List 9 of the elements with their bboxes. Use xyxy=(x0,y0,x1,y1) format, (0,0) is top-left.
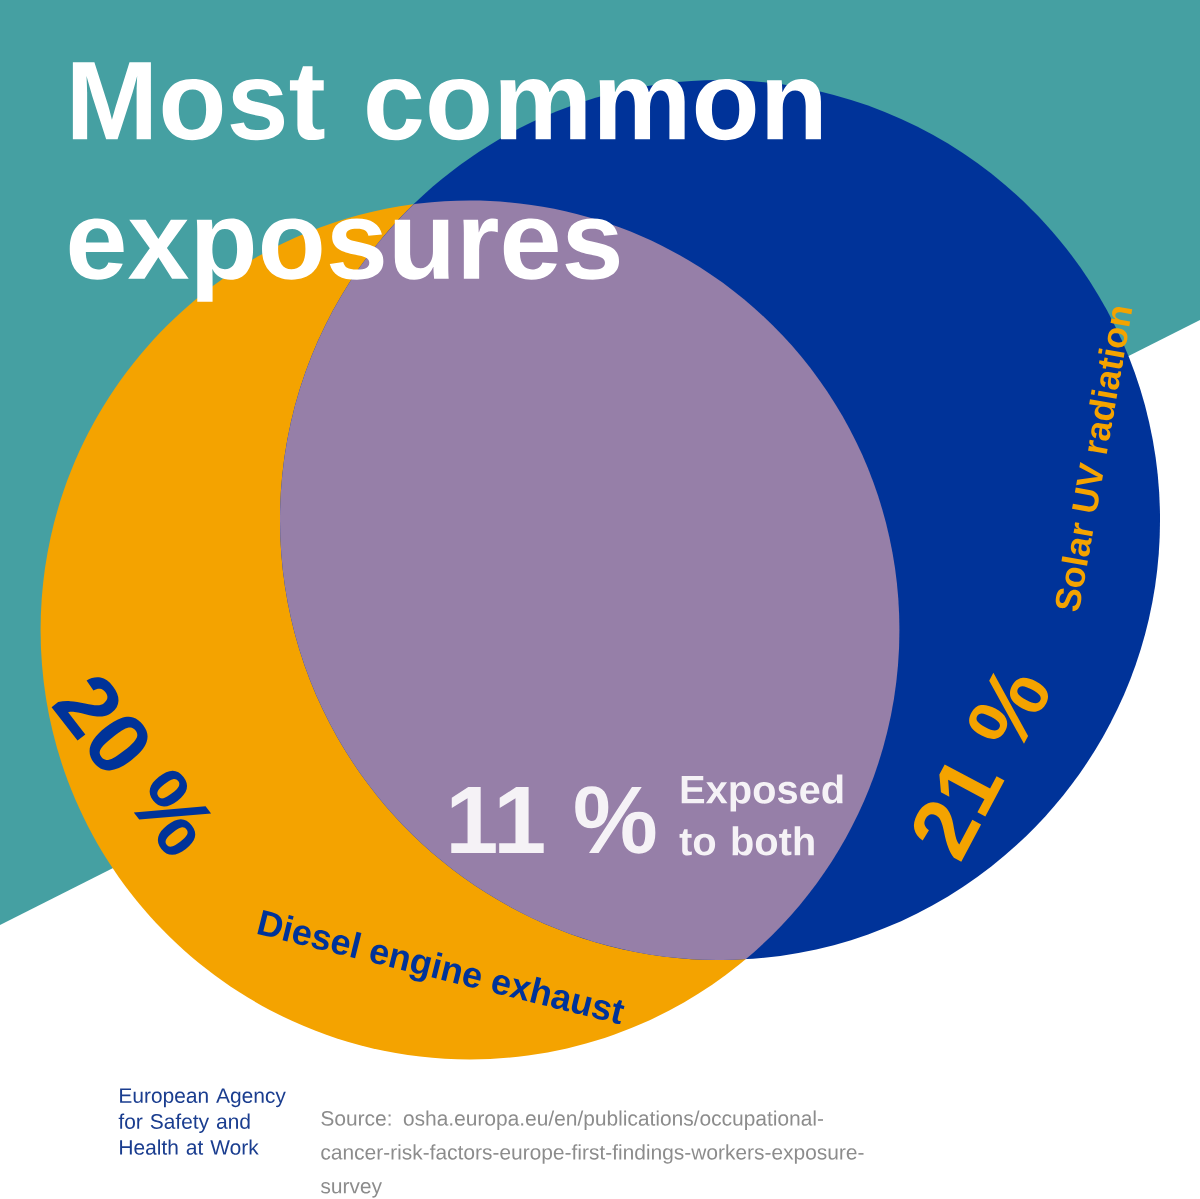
data-label: 21 % xyxy=(913,672,1049,862)
category-label: Solar UV radiation xyxy=(1055,307,1133,612)
data-label: 11 % xyxy=(451,786,656,854)
category-label: Diesel engine exhaust xyxy=(257,909,625,1025)
category-label: Exposed to both xyxy=(679,774,843,856)
data-label: 20 % xyxy=(51,677,212,855)
text: European Agency for Safety and Health at Work xyxy=(118,1088,286,1155)
source-note: Source: osha.europa.eu/en/publications/occupational-cancer-risk-factors-europe-first-findings-workers-exposure-survey xyxy=(321,1110,864,1198)
text: Most common exposures xyxy=(69,62,821,302)
